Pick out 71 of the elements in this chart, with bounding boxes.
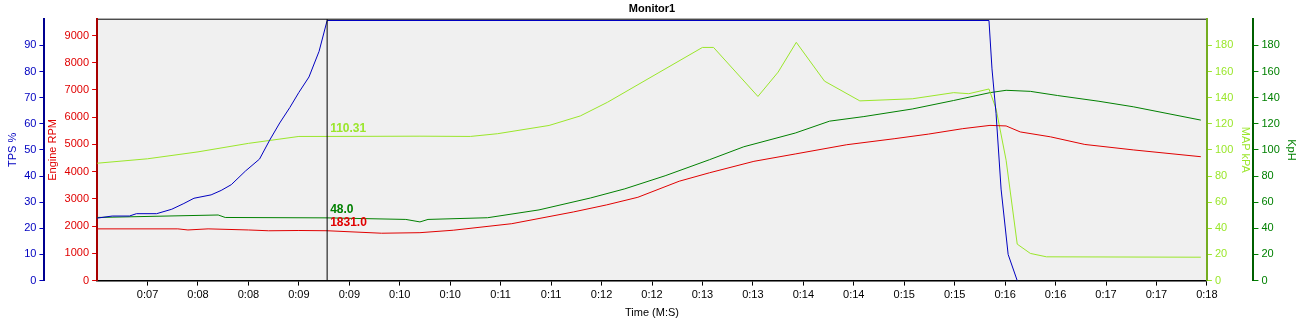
y3-axis-title: Engine RPM	[46, 119, 59, 181]
x-tick-label: 0:13	[742, 288, 764, 301]
y2-tick-label: 180	[1214, 38, 1234, 51]
x-tick-label: 0:09	[338, 288, 361, 301]
x-tick-label: 0:16	[1044, 288, 1067, 301]
x-tick-label: 0:14	[792, 288, 815, 301]
y-axis-title: TPS %	[5, 132, 18, 168]
x-axis-title: Time (M:S)	[625, 306, 679, 319]
y2-tick-label: 0	[1214, 273, 1222, 286]
y3-tick-label: 8000	[64, 55, 90, 68]
y-tick-label: 30	[24, 195, 37, 208]
y-tick-label: 40	[24, 169, 37, 182]
y-tick-label: 20	[24, 221, 37, 234]
y2-tick-label: 100	[1214, 142, 1234, 155]
y2-tick-label: 120	[1214, 116, 1234, 129]
y-tick-label: 80	[24, 64, 37, 77]
text: 180	[1261, 38, 1280, 51]
text: 20	[1261, 247, 1274, 260]
y3-tick-label: 5000	[64, 137, 90, 150]
x-tick-label: 0:12	[590, 288, 613, 301]
y-tick-label: 60	[24, 116, 37, 129]
y2-tick-label: 20	[1214, 247, 1228, 260]
text: 160	[1261, 64, 1280, 77]
y2-axis-title: MAP kPA	[1239, 126, 1252, 174]
x-tick-label: 0:09	[288, 288, 310, 301]
y2-tick-label: 140	[1214, 90, 1234, 103]
y2-tick-label: 160	[1214, 64, 1234, 77]
x-tick-label: 0:14	[843, 288, 865, 301]
y3-tick-label: 4000	[64, 164, 90, 177]
text: 120	[1261, 116, 1280, 129]
y-tick-label: 90	[24, 38, 37, 51]
x-tick-label: 0:17	[1145, 288, 1168, 301]
x-tick-label: 0:17	[1095, 288, 1117, 301]
x-tick-label: 0:18	[1196, 288, 1218, 301]
x-tick-label: 0:13	[691, 288, 714, 301]
y3-tick-label: 9000	[64, 28, 90, 41]
y2-tick-label: 60	[1214, 195, 1228, 208]
x-tick-label: 0:10	[389, 288, 411, 301]
text: 100	[1261, 142, 1280, 155]
data-label: 1831.0	[330, 215, 368, 230]
y3-tick-label: 7000	[64, 83, 90, 96]
y3-tick-label: 6000	[64, 110, 90, 123]
x-tick-label: 0:10	[439, 288, 461, 301]
data-label: 110.31	[330, 120, 367, 135]
x-tick-label: 0:16	[994, 288, 1016, 301]
text: 140	[1261, 90, 1280, 103]
y3-tick-label: 0	[82, 273, 90, 286]
y-tick-label: 50	[24, 142, 37, 155]
y3-tick-label: 3000	[64, 191, 90, 204]
x-tick-label: 0:08	[237, 288, 260, 301]
text: 40	[1261, 221, 1274, 234]
text: 80	[1261, 169, 1274, 182]
x-tick-label: 0:12	[641, 288, 663, 301]
x-tick-label: 0:15	[893, 288, 915, 301]
chart-title: Monitor1	[628, 1, 676, 14]
y3-tick-label: 2000	[64, 219, 90, 232]
text: KpH	[1286, 139, 1299, 161]
x-tick-label: 0:15	[943, 288, 966, 301]
data-label: 48.0	[330, 202, 354, 217]
x-tick-label: 0:08	[187, 288, 209, 301]
y-tick-label: 0	[30, 273, 37, 286]
y2-tick-label: 40	[1214, 221, 1228, 234]
x-tick-label: 0:11	[490, 288, 511, 301]
x-tick-label: 0:07	[136, 288, 159, 301]
y-tick-label: 10	[24, 247, 37, 260]
y-tick-label: 70	[24, 90, 37, 103]
y3-tick-label: 1000	[64, 246, 90, 259]
text: 0	[1261, 273, 1268, 286]
y2-tick-label: 80	[1214, 169, 1228, 182]
text: 60	[1261, 195, 1274, 208]
x-tick-label: 0:11	[540, 288, 562, 301]
